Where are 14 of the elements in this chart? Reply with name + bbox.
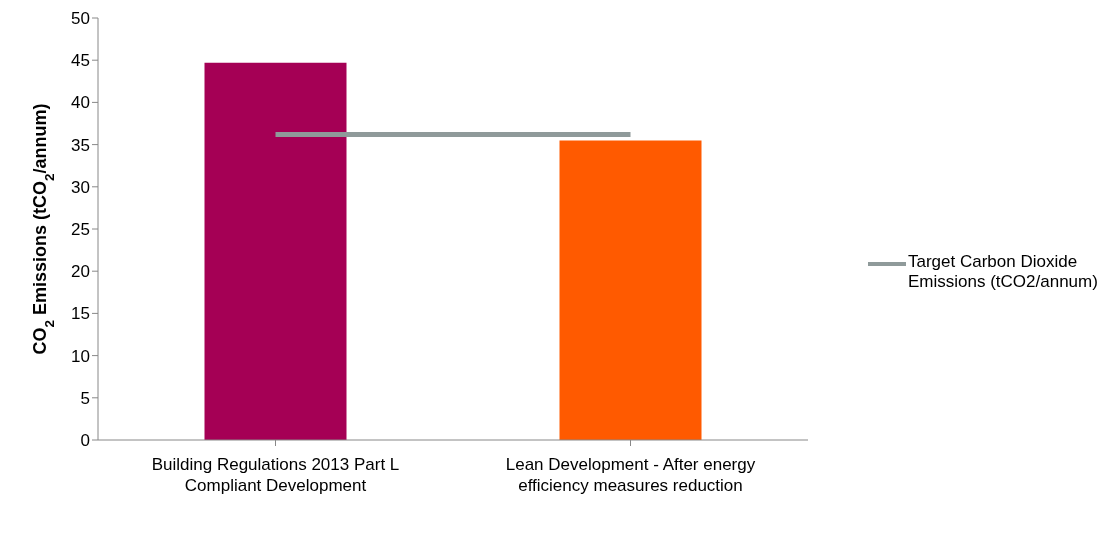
y-tick-label: 10 — [71, 346, 90, 366]
y-tick-label: 30 — [71, 177, 90, 197]
y-tick-label: 5 — [80, 388, 90, 408]
y-tick-label: 15 — [71, 304, 90, 324]
x-tick-label: Building Regulations 2013 Part L Compliant Development — [151, 455, 400, 495]
y-tick-label: 40 — [71, 93, 90, 113]
x-tick-label: Lean Development - After energy efficiency measures reduction — [505, 455, 756, 495]
y-tick-label: 0 — [80, 431, 90, 451]
y-tick-label: 50 — [71, 9, 90, 29]
y-tick-label: 20 — [71, 262, 90, 282]
y-tick-label: 35 — [71, 135, 90, 155]
legend-label: Target Carbon Dioxide Emissions (tCO2/annum) — [908, 251, 1099, 292]
y-tick-label: 45 — [71, 51, 90, 71]
y-tick-label: 25 — [71, 220, 90, 240]
